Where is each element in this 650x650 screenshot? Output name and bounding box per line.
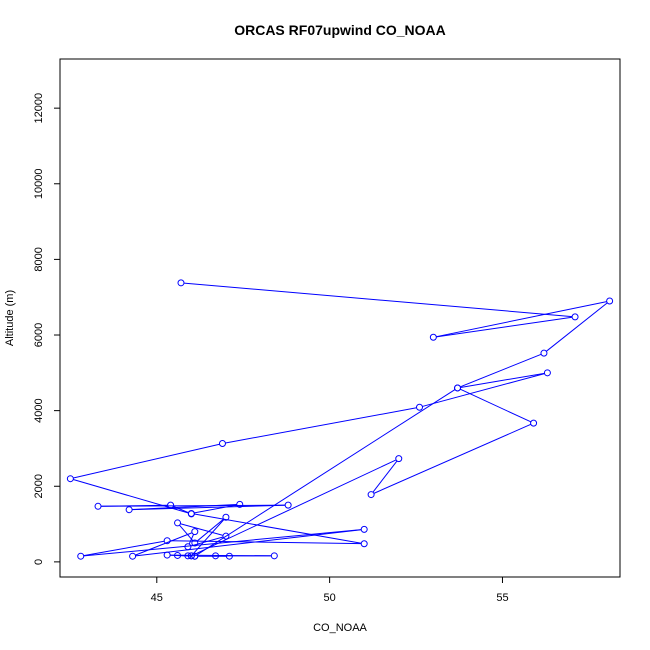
data-point xyxy=(222,513,230,521)
data-point xyxy=(125,506,133,514)
x-axis-label: CO_NOAA xyxy=(313,622,367,634)
series-segment xyxy=(83,529,362,557)
y-tick-label: 12000 xyxy=(33,93,45,124)
x-tick-label: 55 xyxy=(496,592,508,604)
y-axis: 0 2000 4000 6000 8000 10000 12000 xyxy=(33,93,61,565)
data-point xyxy=(530,419,538,427)
series-segment xyxy=(192,519,225,554)
data-point xyxy=(225,552,233,560)
y-tick-label: 0 xyxy=(33,559,45,565)
data-point xyxy=(174,519,182,527)
y-axis-label: Altitude (m) xyxy=(4,290,16,346)
data-point xyxy=(395,455,403,463)
data-point xyxy=(77,552,85,560)
data-point xyxy=(163,551,171,559)
data-point xyxy=(163,537,171,545)
x-tick-label: 45 xyxy=(151,592,163,604)
plot-frame xyxy=(59,58,621,578)
series-segment xyxy=(372,460,398,493)
series-segment xyxy=(225,407,417,444)
series-segment xyxy=(183,282,573,318)
data-point xyxy=(177,279,185,287)
series-segment xyxy=(197,389,456,556)
data-point xyxy=(606,297,614,305)
series-segment xyxy=(460,388,532,423)
data-point xyxy=(66,475,74,483)
series-segment xyxy=(460,372,545,388)
y-tick-label: 4000 xyxy=(33,398,45,422)
x-axis: 45 50 55 xyxy=(151,576,509,604)
data-point xyxy=(360,525,368,533)
data-point xyxy=(571,313,579,321)
data-point xyxy=(212,552,220,560)
series-segment xyxy=(422,373,545,407)
data-point xyxy=(191,528,199,536)
series-segment xyxy=(132,504,237,511)
data-point xyxy=(191,552,199,560)
y-tick-label: 2000 xyxy=(33,474,45,498)
series-segment xyxy=(83,540,165,557)
data-point xyxy=(187,552,195,560)
data-point xyxy=(218,440,226,448)
series-segment xyxy=(196,518,224,542)
data-point xyxy=(167,501,175,509)
data-point xyxy=(191,539,199,547)
series-segment xyxy=(194,513,362,544)
series-segment xyxy=(135,529,362,557)
series-segment xyxy=(101,504,286,507)
data-point xyxy=(270,552,278,560)
y-tick-label: 6000 xyxy=(33,323,45,347)
x-tick-label: 50 xyxy=(324,592,336,604)
data-point xyxy=(367,491,375,499)
series-segment xyxy=(545,302,608,352)
data-point xyxy=(236,500,244,508)
series-segment xyxy=(135,532,193,556)
series-segment xyxy=(436,301,607,338)
data-point xyxy=(429,333,437,341)
data-point xyxy=(184,552,192,560)
series-segment xyxy=(180,523,224,536)
data-point xyxy=(222,532,230,540)
series-segment xyxy=(170,540,362,545)
series-segment xyxy=(436,316,573,338)
data-point xyxy=(174,551,182,559)
series-segment xyxy=(179,524,194,542)
y-tick-label: 10000 xyxy=(33,168,45,199)
data-point xyxy=(129,552,137,560)
data-point xyxy=(187,509,195,517)
data-point xyxy=(454,384,462,392)
data-point xyxy=(184,543,192,551)
series-segment xyxy=(373,423,532,494)
series-segment xyxy=(190,536,224,547)
data-point xyxy=(416,403,424,411)
data-point xyxy=(94,502,102,510)
data-point xyxy=(284,501,292,509)
y-tick-label: 8000 xyxy=(33,247,45,271)
data-point xyxy=(360,540,368,548)
series-segment xyxy=(132,504,286,511)
chart-title: ORCAS RF07upwind CO_NOAA xyxy=(234,22,446,38)
data-series xyxy=(66,279,614,560)
series-segment xyxy=(460,353,542,388)
data-point xyxy=(543,369,551,377)
data-point xyxy=(540,349,548,357)
series-segment xyxy=(194,504,237,514)
series-segment xyxy=(73,443,220,479)
